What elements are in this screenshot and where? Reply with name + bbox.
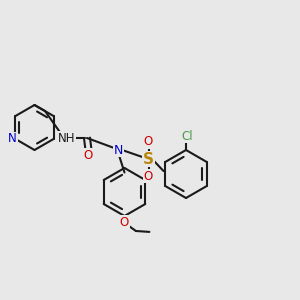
Text: O: O — [144, 170, 153, 183]
Text: N: N — [114, 143, 123, 157]
Text: O: O — [120, 215, 129, 229]
Text: S: S — [143, 152, 154, 166]
Text: O: O — [84, 149, 93, 162]
Text: Cl: Cl — [182, 130, 193, 143]
Text: N: N — [8, 132, 17, 145]
Text: O: O — [144, 135, 153, 148]
Text: NH: NH — [58, 131, 75, 145]
